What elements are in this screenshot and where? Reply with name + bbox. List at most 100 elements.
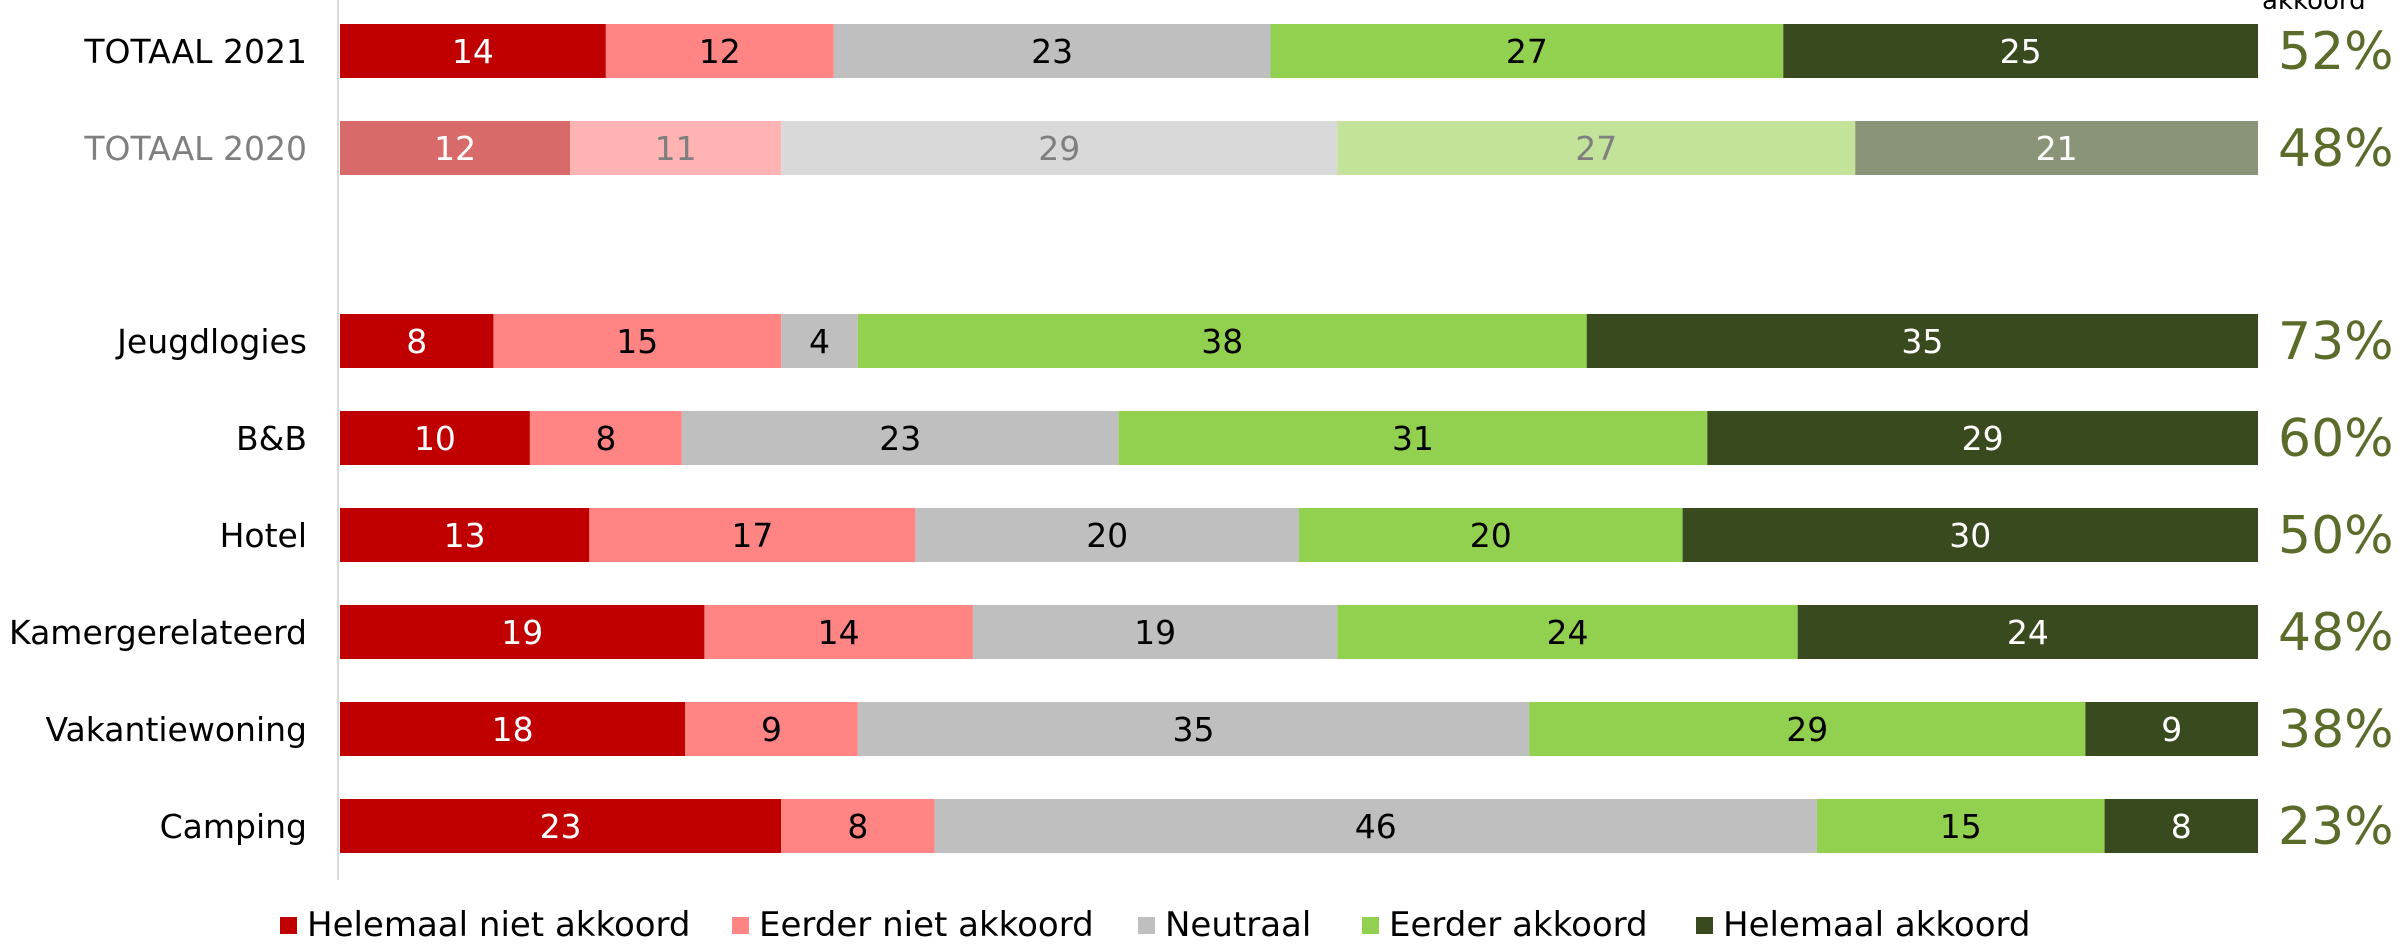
legend-swatch-helemaal-niet-akkoord bbox=[280, 916, 297, 934]
bar-totaal-2020-helemaal-akkoord bbox=[1855, 121, 2258, 175]
data-label-bandb-helemaal-akkoord: 29 bbox=[1962, 419, 2004, 458]
category-label-totaal-2021: TOTAAL 2021 bbox=[83, 32, 307, 71]
data-label-hotel-helemaal-akkoord: 30 bbox=[1949, 516, 1991, 555]
data-label-hotel-eerder-akkoord: 20 bbox=[1470, 516, 1512, 555]
bar-bandb-helemaal-niet-akkoord bbox=[340, 411, 530, 465]
bar-kamergerelateerd-helemaal-niet-akkoord bbox=[340, 605, 705, 659]
legend-item-neutraal: Neutraal bbox=[1138, 905, 1311, 945]
legend-label-helemaal-akkoord: Helemaal akkoord bbox=[1723, 905, 2031, 945]
total-agree-totaal-2021: 52% bbox=[2278, 22, 2394, 82]
data-label-vakantiewoning-helemaal-akkoord: 9 bbox=[2161, 710, 2182, 749]
data-label-camping-eerder-niet-akkoord: 8 bbox=[847, 807, 868, 846]
total-agree-totaal-2020: 48% bbox=[2278, 119, 2394, 179]
totals-header-label: akkoord bbox=[2262, 0, 2366, 16]
total-agree-bandb: 60% bbox=[2278, 409, 2394, 469]
data-label-kamergerelateerd-helemaal-akkoord: 24 bbox=[2007, 613, 2049, 652]
bar-vakantiewoning-helemaal-akkoord bbox=[2085, 702, 2258, 756]
data-label-kamergerelateerd-eerder-akkoord: 24 bbox=[1547, 613, 1589, 652]
data-label-totaal-2020-eerder-niet-akkoord: 11 bbox=[655, 129, 697, 168]
bar-totaal-2021-eerder-niet-akkoord bbox=[605, 24, 834, 78]
data-label-jeugdlogies-helemaal-akkoord: 35 bbox=[1901, 322, 1943, 361]
legend-item-helemaal-niet-akkoord: Helemaal niet akkoord bbox=[280, 905, 691, 945]
data-label-totaal-2021-helemaal-niet-akkoord: 14 bbox=[452, 32, 494, 71]
data-label-kamergerelateerd-eerder-niet-akkoord: 14 bbox=[818, 613, 860, 652]
data-label-camping-eerder-akkoord: 15 bbox=[1940, 807, 1982, 846]
data-label-jeugdlogies-neutraal: 4 bbox=[809, 322, 830, 361]
data-label-totaal-2020-helemaal-akkoord: 21 bbox=[2036, 129, 2078, 168]
data-label-vakantiewoning-neutraal: 35 bbox=[1173, 710, 1215, 749]
data-label-vakantiewoning-eerder-niet-akkoord: 9 bbox=[761, 710, 782, 749]
bar-bandb-eerder-niet-akkoord bbox=[529, 411, 682, 465]
bar-camping-neutraal bbox=[934, 799, 1817, 853]
bar-kamergerelateerd-eerder-niet-akkoord bbox=[704, 605, 973, 659]
bar-jeugdlogies-helemaal-akkoord bbox=[1586, 314, 2258, 368]
bar-totaal-2021-helemaal-niet-akkoord bbox=[340, 24, 606, 78]
legend-item-eerder-niet-akkoord: Eerder niet akkoord bbox=[732, 905, 1094, 945]
total-agree-kamergerelateerd: 48% bbox=[2278, 603, 2394, 663]
data-label-hotel-neutraal: 20 bbox=[1086, 516, 1128, 555]
legend-swatch-helemaal-akkoord bbox=[1696, 916, 1713, 934]
category-label-camping: Camping bbox=[160, 807, 307, 846]
legend-label-neutraal: Neutraal bbox=[1165, 905, 1312, 945]
data-label-camping-helemaal-akkoord: 8 bbox=[2171, 807, 2192, 846]
data-label-totaal-2021-neutraal: 23 bbox=[1031, 32, 1073, 71]
bar-kamergerelateerd-helemaal-akkoord bbox=[1797, 605, 2258, 659]
stacked-bar-chart: TOTAAL 2021 14 12 23 27 25 52% TOTAAL 2020 12 11 2… bbox=[9, 0, 2394, 880]
bar-jeugdlogies-eerder-niet-akkoord bbox=[493, 314, 782, 368]
data-label-bandb-helemaal-niet-akkoord: 10 bbox=[414, 419, 456, 458]
data-label-hotel-helemaal-niet-akkoord: 13 bbox=[444, 516, 486, 555]
legend-swatch-eerder-akkoord bbox=[1362, 916, 1379, 934]
bar-camping-helemaal-niet-akkoord bbox=[340, 799, 782, 853]
data-label-bandb-eerder-akkoord: 31 bbox=[1392, 419, 1434, 458]
data-label-totaal-2020-helemaal-niet-akkoord: 12 bbox=[434, 129, 476, 168]
data-label-jeugdlogies-eerder-niet-akkoord: 15 bbox=[616, 322, 658, 361]
bar-jeugdlogies-neutraal bbox=[781, 314, 858, 368]
total-agree-vakantiewoning: 38% bbox=[2278, 700, 2394, 760]
bar-vakantiewoning-helemaal-niet-akkoord bbox=[340, 702, 686, 756]
category-label-jeugdlogies: Jeugdlogies bbox=[115, 322, 307, 361]
chart-legend: Helemaal niet akkoord Eerder niet akkoord… bbox=[0, 905, 2402, 945]
legend-item-helemaal-akkoord: Helemaal akkoord bbox=[1696, 905, 2030, 945]
bar-totaal-2021-eerder-akkoord bbox=[1270, 24, 1784, 78]
legend-item-eerder-akkoord: Eerder akkoord bbox=[1362, 905, 1648, 945]
category-label-bandb: B&B bbox=[236, 419, 307, 458]
data-label-vakantiewoning-eerder-akkoord: 29 bbox=[1786, 710, 1828, 749]
legend-label-eerder-niet-akkoord: Eerder niet akkoord bbox=[759, 905, 1094, 945]
bar-totaal-2021-helemaal-akkoord bbox=[1783, 24, 2258, 78]
bar-jeugdlogies-helemaal-niet-akkoord bbox=[340, 314, 494, 368]
total-agree-camping: 23% bbox=[2278, 797, 2394, 857]
bar-hotel-helemaal-akkoord bbox=[1682, 508, 2258, 562]
bar-camping-eerder-niet-akkoord bbox=[781, 799, 935, 853]
data-label-vakantiewoning-helemaal-niet-akkoord: 18 bbox=[492, 710, 534, 749]
data-label-camping-helemaal-niet-akkoord: 23 bbox=[540, 807, 582, 846]
bar-bandb-helemaal-akkoord bbox=[1707, 411, 2258, 465]
bar-camping-eerder-akkoord bbox=[1816, 799, 2105, 853]
bar-hotel-eerder-akkoord bbox=[1299, 508, 1683, 562]
data-label-jeugdlogies-eerder-akkoord: 38 bbox=[1201, 322, 1243, 361]
bar-totaal-2020-eerder-niet-akkoord bbox=[570, 121, 782, 175]
bar-vakantiewoning-neutraal bbox=[857, 702, 1530, 756]
data-label-totaal-2020-eerder-akkoord: 27 bbox=[1575, 129, 1617, 168]
data-label-bandb-eerder-niet-akkoord: 8 bbox=[595, 419, 616, 458]
data-label-totaal-2021-eerder-akkoord: 27 bbox=[1506, 32, 1548, 71]
bar-totaal-2020-helemaal-niet-akkoord bbox=[340, 121, 571, 175]
data-label-totaal-2021-eerder-niet-akkoord: 12 bbox=[699, 32, 741, 71]
category-label-vakantiewoning: Vakantiewoning bbox=[46, 710, 307, 749]
data-label-totaal-2021-helemaal-akkoord: 25 bbox=[2000, 32, 2042, 71]
total-agree-hotel: 50% bbox=[2278, 506, 2394, 566]
legend-swatch-eerder-niet-akkoord bbox=[732, 916, 749, 934]
data-label-bandb-neutraal: 23 bbox=[879, 419, 921, 458]
data-label-kamergerelateerd-neutraal: 19 bbox=[1134, 613, 1176, 652]
data-label-jeugdlogies-helemaal-niet-akkoord: 8 bbox=[406, 322, 427, 361]
bar-vakantiewoning-eerder-niet-akkoord bbox=[685, 702, 858, 756]
bar-hotel-eerder-niet-akkoord bbox=[589, 508, 916, 562]
category-label-kamergerelateerd: Kamergerelateerd bbox=[9, 613, 307, 652]
legend-swatch-neutraal bbox=[1138, 916, 1155, 934]
bar-jeugdlogies-eerder-akkoord bbox=[857, 314, 1587, 368]
category-label-hotel: Hotel bbox=[220, 516, 307, 555]
bar-bandb-neutraal bbox=[681, 411, 1119, 465]
bar-vakantiewoning-eerder-akkoord bbox=[1529, 702, 2086, 756]
data-label-camping-neutraal: 46 bbox=[1355, 807, 1397, 846]
data-label-hotel-eerder-niet-akkoord: 17 bbox=[731, 516, 773, 555]
bar-hotel-helemaal-niet-akkoord bbox=[340, 508, 590, 562]
